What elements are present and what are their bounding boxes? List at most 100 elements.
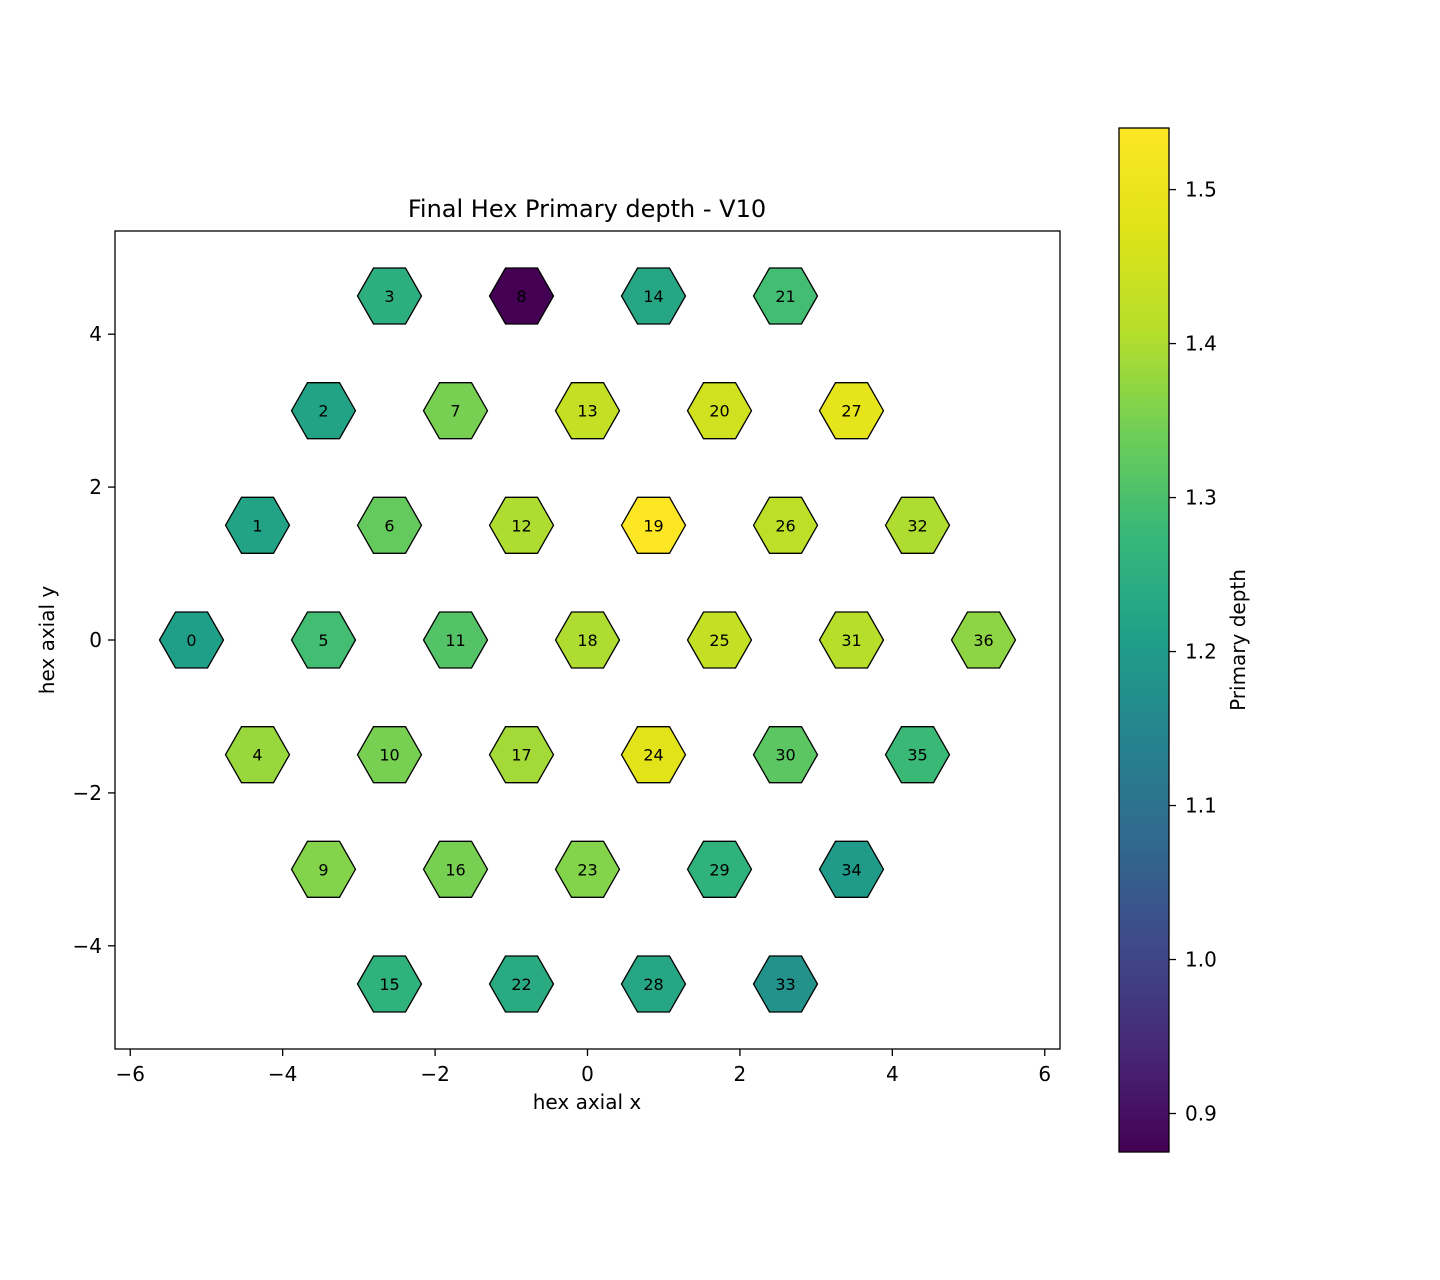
colorbar-tick-label: 1.4 bbox=[1185, 332, 1217, 356]
hex-shape bbox=[620, 496, 687, 554]
x-axis-label: hex axial x bbox=[533, 1090, 642, 1114]
hex-shape bbox=[224, 726, 291, 784]
hex-cell: 25 bbox=[686, 611, 753, 669]
hex-cell: 1 bbox=[224, 496, 291, 554]
colorbar-tick-label: 1.0 bbox=[1185, 948, 1217, 972]
hex-label: 2 bbox=[318, 402, 328, 421]
hex-cell: 2 bbox=[290, 382, 357, 440]
hex-cell: 3 bbox=[356, 267, 423, 325]
hex-label: 5 bbox=[318, 631, 328, 650]
colorbar-tick-label: 1.3 bbox=[1185, 486, 1217, 510]
hex-shape bbox=[554, 840, 621, 898]
hex-label: 29 bbox=[709, 860, 729, 879]
hex-label: 17 bbox=[511, 746, 531, 765]
x-axis: −6 −4 −2 0 2 4 6 bbox=[115, 1049, 1051, 1086]
hex-shape bbox=[224, 496, 291, 554]
hex-cell: 17 bbox=[488, 726, 555, 784]
hex-shape bbox=[356, 955, 423, 1013]
hex-shape bbox=[752, 955, 819, 1013]
hex-cell: 26 bbox=[752, 496, 819, 554]
hex-shape bbox=[422, 611, 489, 669]
hex-label: 10 bbox=[379, 746, 399, 765]
hex-cell: 34 bbox=[818, 840, 885, 898]
hex-cell: 14 bbox=[620, 267, 687, 325]
x-tick-label: −2 bbox=[420, 1062, 449, 1086]
hex-shape bbox=[884, 726, 951, 784]
hex-shape bbox=[290, 611, 357, 669]
hex-label: 11 bbox=[445, 631, 465, 650]
hex-label: 36 bbox=[973, 631, 993, 650]
hex-label: 15 bbox=[379, 975, 399, 994]
hex-shape bbox=[950, 611, 1017, 669]
colorbar-ticks: 0.9 1.0 1.1 1.2 1.3 1.4 1.5 bbox=[1169, 178, 1217, 1126]
y-tick-label: 2 bbox=[89, 475, 102, 499]
hex-cell: 15 bbox=[356, 955, 423, 1013]
hex-cell: 27 bbox=[818, 382, 885, 440]
hex-label: 7 bbox=[450, 402, 460, 421]
hex-label: 27 bbox=[841, 402, 861, 421]
hex-shape bbox=[290, 382, 357, 440]
x-tick-label: 4 bbox=[886, 1062, 899, 1086]
hex-shape bbox=[488, 955, 555, 1013]
x-tick-label: −4 bbox=[268, 1062, 297, 1086]
hex-label: 13 bbox=[577, 402, 597, 421]
hex-cell: 13 bbox=[554, 382, 621, 440]
hex-label: 14 bbox=[643, 287, 663, 306]
hex-cell: 29 bbox=[686, 840, 753, 898]
colorbar-tick-label: 1.5 bbox=[1185, 178, 1217, 202]
hex-shape bbox=[620, 955, 687, 1013]
hex-shape bbox=[752, 267, 819, 325]
hex-cell: 31 bbox=[818, 611, 885, 669]
hex-label: 22 bbox=[511, 975, 531, 994]
colorbar-tick-label: 0.9 bbox=[1185, 1102, 1217, 1126]
hex-label: 23 bbox=[577, 860, 597, 879]
hex-cell: 36 bbox=[950, 611, 1017, 669]
hex-label: 12 bbox=[511, 516, 531, 535]
hex-shape bbox=[488, 726, 555, 784]
hex-label: 0 bbox=[186, 631, 196, 650]
hex-cell: 20 bbox=[686, 382, 753, 440]
hex-label: 26 bbox=[775, 516, 795, 535]
hex-shape bbox=[818, 611, 885, 669]
hex-cell: 16 bbox=[422, 840, 489, 898]
chart-title: Final Hex Primary depth - V10 bbox=[408, 195, 766, 223]
hex-label: 28 bbox=[643, 975, 663, 994]
hex-cell: 33 bbox=[752, 955, 819, 1013]
hex-label: 25 bbox=[709, 631, 729, 650]
hex-cell: 8 bbox=[488, 267, 555, 325]
hex-cell: 4 bbox=[224, 726, 291, 784]
hex-label: 18 bbox=[577, 631, 597, 650]
hex-shape bbox=[158, 611, 225, 669]
colorbar bbox=[1118, 127, 1170, 1153]
hex-shape bbox=[752, 726, 819, 784]
hex-label: 33 bbox=[775, 975, 795, 994]
hex-shape bbox=[818, 382, 885, 440]
hex-cell: 28 bbox=[620, 955, 687, 1013]
hex-shape bbox=[422, 840, 489, 898]
hex-cell: 0 bbox=[158, 611, 225, 669]
hex-label: 16 bbox=[445, 860, 465, 879]
hex-cell: 32 bbox=[884, 496, 951, 554]
hex-cell: 10 bbox=[356, 726, 423, 784]
hex-label: 21 bbox=[775, 287, 795, 306]
hex-cell: 21 bbox=[752, 267, 819, 325]
hex-cell: 30 bbox=[752, 726, 819, 784]
y-tick-label: −4 bbox=[73, 934, 102, 958]
hex-label: 1 bbox=[252, 516, 262, 535]
hex-shape bbox=[356, 496, 423, 554]
hex-cell: 35 bbox=[884, 726, 951, 784]
hex-label: 20 bbox=[709, 402, 729, 421]
hex-shape bbox=[488, 267, 555, 325]
hex-layer: 0123456789101112131415161718192021222324… bbox=[158, 267, 1017, 1013]
hex-cell: 5 bbox=[290, 611, 357, 669]
hex-cell: 7 bbox=[422, 382, 489, 440]
hex-label: 6 bbox=[384, 516, 394, 535]
hex-shape bbox=[488, 496, 555, 554]
hex-label: 34 bbox=[841, 860, 861, 879]
hex-shape bbox=[422, 382, 489, 440]
y-tick-label: 4 bbox=[89, 322, 102, 346]
hex-label: 35 bbox=[907, 746, 927, 765]
hex-shape bbox=[884, 496, 951, 554]
x-tick-label: −6 bbox=[115, 1062, 144, 1086]
